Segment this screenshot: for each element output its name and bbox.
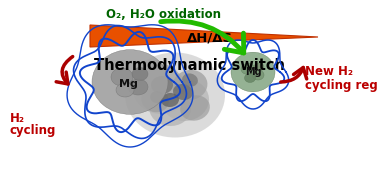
Text: Mg: Mg — [245, 67, 261, 77]
Ellipse shape — [133, 66, 187, 114]
Ellipse shape — [116, 83, 134, 97]
Ellipse shape — [143, 64, 181, 96]
Ellipse shape — [241, 64, 255, 74]
Ellipse shape — [92, 50, 168, 114]
Text: O₂, H₂O oxidation: O₂, H₂O oxidation — [105, 8, 220, 21]
Ellipse shape — [128, 79, 148, 95]
Ellipse shape — [173, 70, 208, 100]
Text: H₂: H₂ — [10, 112, 25, 125]
Ellipse shape — [180, 95, 210, 121]
Ellipse shape — [141, 88, 169, 112]
Text: Mg: Mg — [119, 79, 138, 89]
Ellipse shape — [254, 63, 264, 71]
Ellipse shape — [161, 79, 209, 121]
Polygon shape — [90, 25, 318, 47]
FancyArrowPatch shape — [281, 67, 307, 82]
Ellipse shape — [231, 52, 275, 92]
Ellipse shape — [173, 84, 193, 100]
Ellipse shape — [245, 74, 256, 83]
Ellipse shape — [252, 70, 264, 80]
Text: cycling: cycling — [10, 124, 56, 137]
Ellipse shape — [149, 90, 191, 126]
Text: Thermodynamic switch: Thermodynamic switch — [93, 58, 285, 73]
Ellipse shape — [125, 52, 225, 137]
Ellipse shape — [150, 91, 164, 103]
Ellipse shape — [182, 73, 198, 87]
Ellipse shape — [151, 76, 173, 94]
FancyArrowPatch shape — [56, 57, 73, 84]
Text: New H₂: New H₂ — [305, 65, 353, 78]
Ellipse shape — [111, 68, 133, 86]
Text: ΔH/ΔS: ΔH/ΔS — [187, 32, 233, 45]
FancyArrowPatch shape — [161, 21, 244, 53]
Ellipse shape — [132, 67, 148, 81]
Ellipse shape — [161, 93, 179, 107]
Text: cycling regime: cycling regime — [305, 79, 378, 92]
